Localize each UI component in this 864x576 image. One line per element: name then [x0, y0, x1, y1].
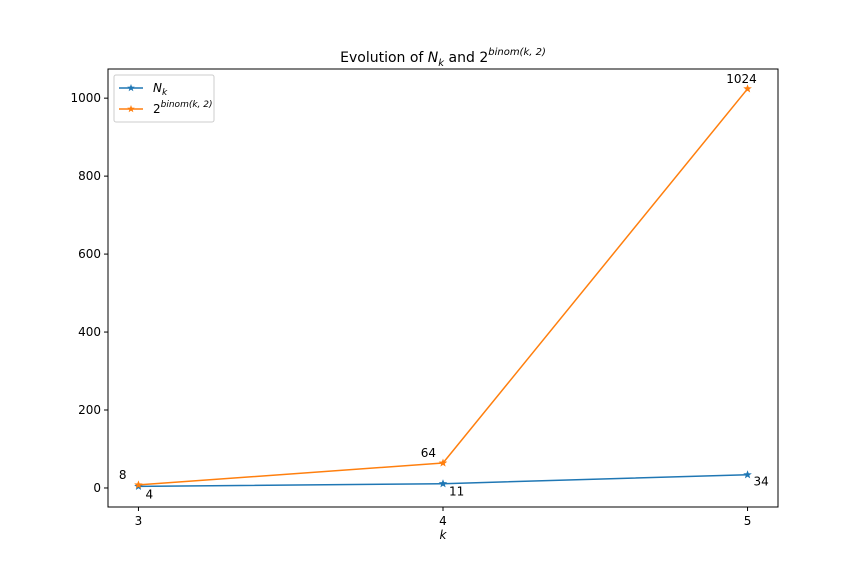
data-label-binom: 64: [421, 446, 436, 460]
x-tick-label: 5: [744, 514, 752, 528]
data-label-nk: 4: [145, 487, 153, 501]
series-layer: [134, 84, 752, 491]
legend-binom-sup: binom(k, 2): [161, 100, 213, 110]
legend-binom-base: 2: [153, 102, 161, 116]
annotation-layer: 4 11 34 8 64 1024: [119, 72, 769, 502]
legend-binom-marker: [127, 105, 135, 113]
x-axis-label: k: [440, 528, 448, 542]
data-point-nk: [743, 470, 752, 479]
legend-nk-sub: k: [162, 88, 168, 98]
chart-title: Evolution of Nk and 2binom(k, 2): [340, 47, 546, 69]
x-tick-label: 4: [439, 514, 447, 528]
data-point-binom: [134, 480, 143, 489]
legend-nk-marker: [127, 84, 135, 92]
y-tick-label: 400: [78, 325, 101, 339]
data-point-nk: [438, 479, 448, 488]
legend-binom-label: 2binom(k, 2): [153, 100, 213, 116]
y-tick-label: 1000: [70, 91, 101, 105]
data-label-binom: 1024: [726, 72, 757, 86]
y-tick-label: 800: [78, 169, 101, 183]
legend-box: [113, 74, 215, 123]
y-tick-label: 200: [78, 403, 101, 417]
legend: Nk 2binom(k, 2): [113, 74, 215, 123]
x-tick-label: 3: [135, 514, 143, 528]
legend-nk-label: Nk: [153, 81, 168, 98]
chart-title-n: N: [428, 50, 439, 66]
chart-title-middle: and 2: [444, 50, 488, 66]
chart-title-prefix: Evolution of: [340, 50, 428, 66]
data-label-nk: 34: [754, 475, 769, 489]
chart-title-n-sub: k: [438, 58, 445, 69]
chart-title-sup: binom(k, 2): [488, 47, 546, 58]
data-label-binom: 8: [119, 468, 127, 482]
legend-nk-base: N: [153, 81, 162, 95]
data-point-binom: [438, 458, 448, 467]
data-point-binom: [743, 84, 752, 93]
data-label-nk: 11: [449, 485, 464, 499]
y-tick-label: 600: [78, 247, 101, 261]
y-tick-label: 0: [93, 481, 101, 495]
